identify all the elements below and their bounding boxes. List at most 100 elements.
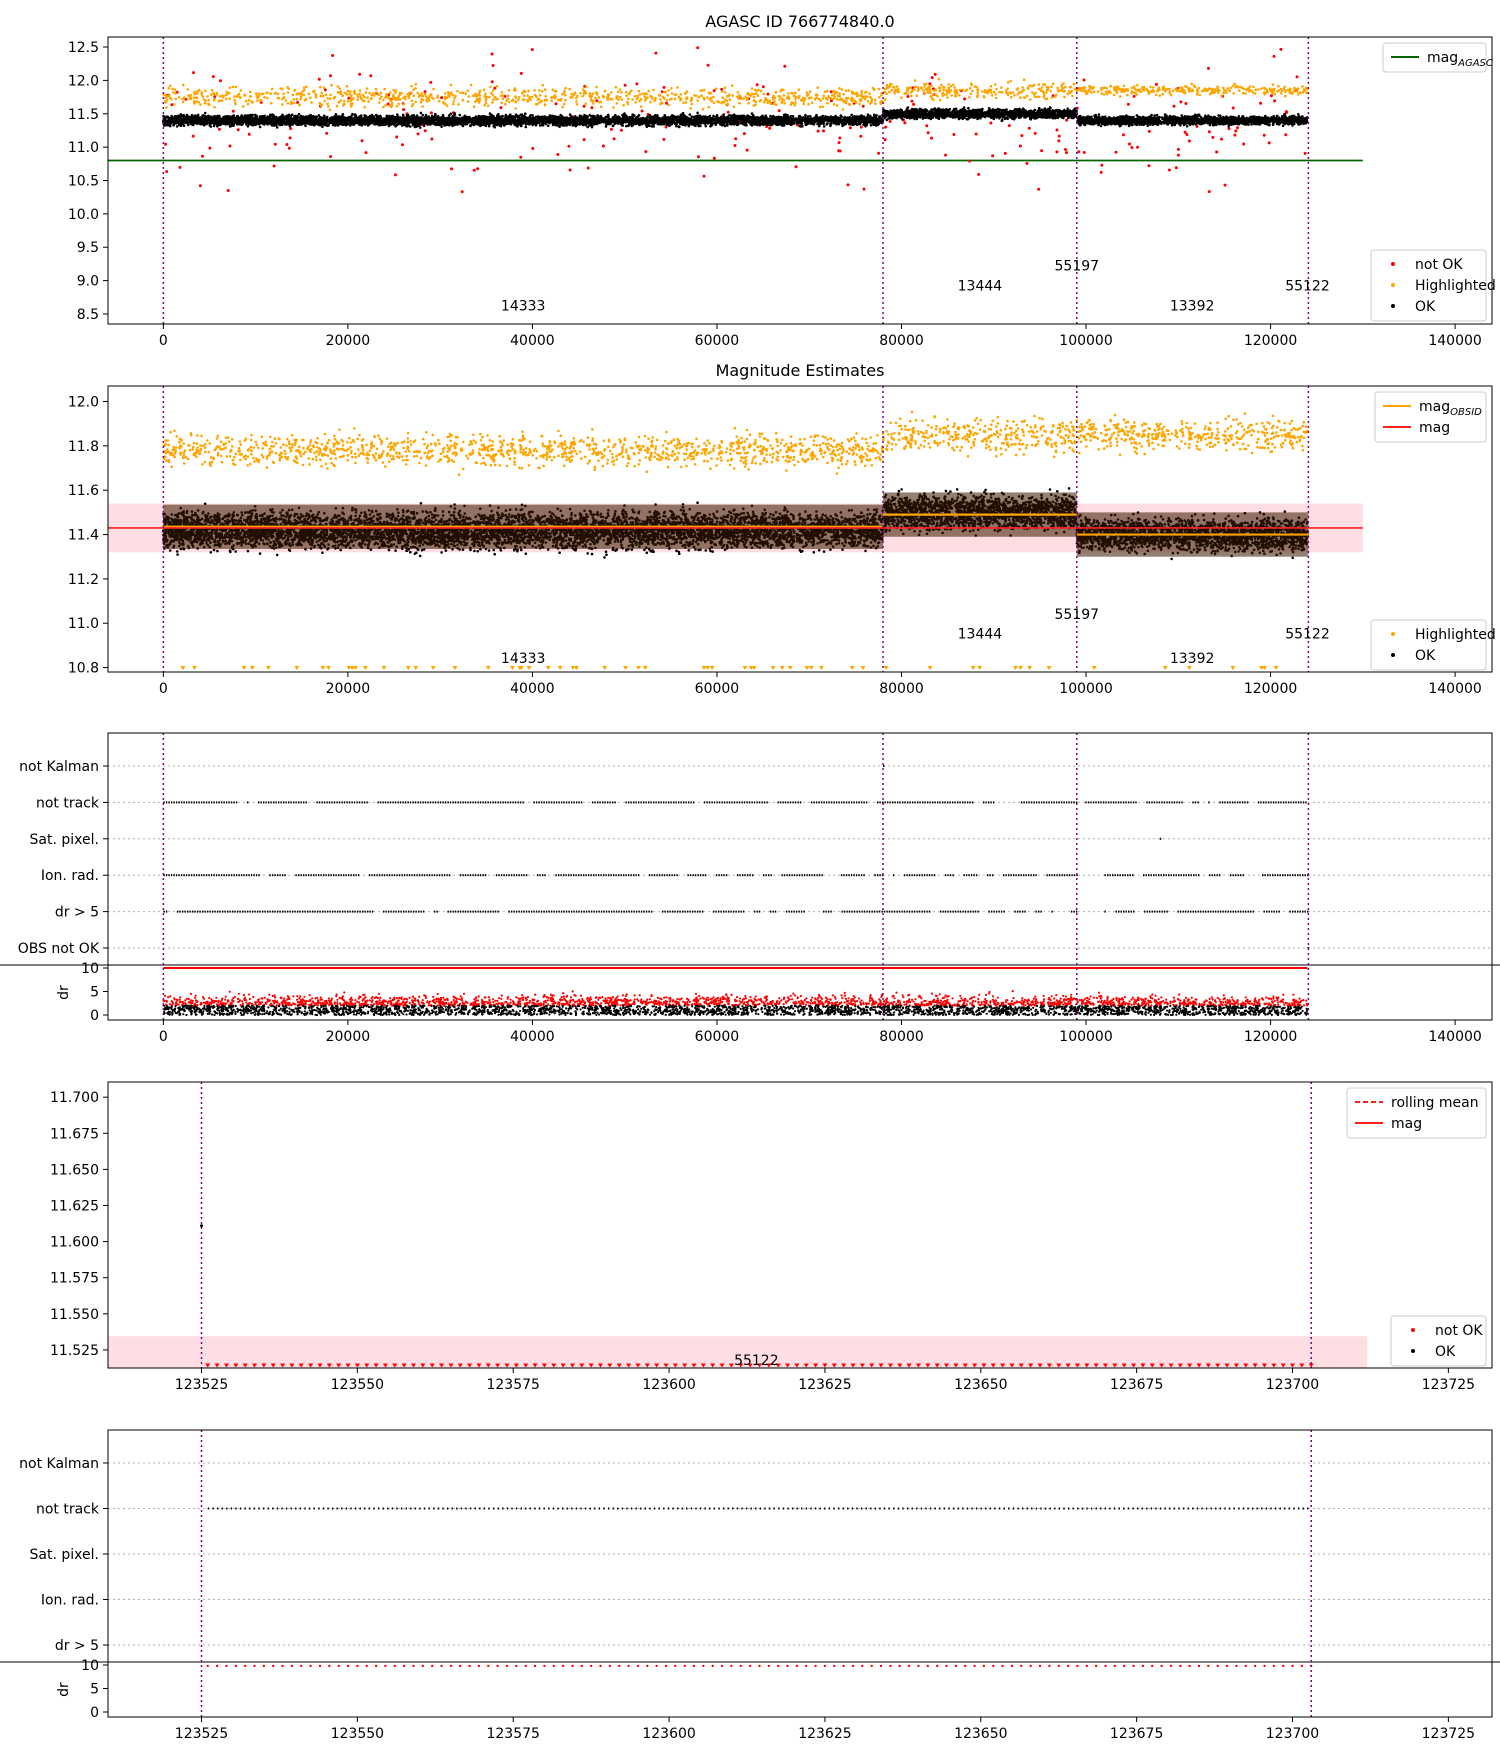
point-highlighted xyxy=(499,94,503,97)
point-highlighted xyxy=(1149,90,1152,94)
point-highlighted xyxy=(895,85,899,88)
point-highlighted xyxy=(1100,92,1104,95)
point-highlighted xyxy=(600,105,603,109)
point-highlighted xyxy=(378,97,382,100)
point-highlighted xyxy=(511,98,515,102)
point-not-ok xyxy=(1227,127,1231,131)
point-highlighted xyxy=(432,97,435,101)
point-not-ok xyxy=(1057,134,1061,138)
point-highlighted xyxy=(1088,89,1091,93)
point-not-ok xyxy=(364,151,368,155)
point-highlighted xyxy=(410,99,414,102)
point-highlighted xyxy=(860,91,864,95)
point-highlighted xyxy=(956,91,959,95)
point-highlighted xyxy=(940,83,943,87)
point-highlighted xyxy=(714,87,718,91)
point-highlighted xyxy=(380,95,383,98)
point-highlighted xyxy=(265,96,269,100)
point-not-ok xyxy=(1147,164,1151,168)
point-not-ok xyxy=(211,75,215,79)
point-highlighted xyxy=(919,86,923,89)
point-not-ok xyxy=(1211,135,1215,139)
point-highlighted xyxy=(270,101,273,105)
point-highlighted xyxy=(417,95,421,98)
point-highlighted xyxy=(1136,84,1139,87)
point-highlighted xyxy=(639,105,643,108)
point-highlighted xyxy=(782,88,785,92)
point-not-ok xyxy=(1167,168,1171,172)
point-not-ok xyxy=(165,170,169,173)
point-not-ok xyxy=(859,134,863,138)
point-highlighted xyxy=(310,101,313,104)
point-highlighted xyxy=(647,89,650,93)
point-not-ok xyxy=(1279,47,1283,51)
point-highlighted xyxy=(192,100,196,103)
point-highlighted xyxy=(679,97,682,100)
point-not-ok xyxy=(925,124,929,128)
point-highlighted xyxy=(384,96,387,99)
point-highlighted xyxy=(404,97,407,101)
point-not-ok xyxy=(963,97,967,101)
point-highlighted xyxy=(847,89,851,92)
point-highlighted xyxy=(295,97,299,101)
point-highlighted xyxy=(725,99,729,103)
point-highlighted xyxy=(478,97,482,100)
point-highlighted xyxy=(866,95,869,98)
point-highlighted xyxy=(1182,91,1186,94)
point-highlighted xyxy=(333,95,337,99)
point-highlighted xyxy=(1277,84,1280,88)
point-not-ok xyxy=(848,126,852,130)
point-highlighted xyxy=(484,92,487,96)
point-highlighted xyxy=(1104,90,1108,94)
point-not-ok xyxy=(662,85,666,89)
point-highlighted xyxy=(452,100,456,103)
point-not-ok xyxy=(665,101,668,105)
point-highlighted xyxy=(410,84,413,88)
point-highlighted xyxy=(819,99,823,102)
point-highlighted xyxy=(885,92,888,96)
point-highlighted xyxy=(835,104,839,107)
point-highlighted xyxy=(588,92,591,96)
point-highlighted xyxy=(235,95,239,98)
point-not-ok xyxy=(1184,102,1188,105)
point-highlighted xyxy=(961,88,965,92)
point-highlighted xyxy=(1045,88,1049,92)
point-highlighted xyxy=(880,99,884,103)
point-highlighted xyxy=(197,101,200,104)
point-highlighted xyxy=(1288,87,1292,91)
point-highlighted xyxy=(500,91,504,94)
point-highlighted xyxy=(1092,86,1095,89)
point-highlighted xyxy=(561,105,564,109)
point-highlighted xyxy=(259,98,262,102)
point-not-ok xyxy=(1284,133,1288,137)
point-highlighted xyxy=(654,96,657,100)
point-highlighted xyxy=(199,103,202,106)
point-highlighted xyxy=(1126,93,1129,97)
point-highlighted xyxy=(269,92,273,95)
point-highlighted xyxy=(624,90,628,94)
point-highlighted xyxy=(906,89,910,92)
point-highlighted xyxy=(305,85,308,89)
point-highlighted xyxy=(673,97,677,101)
point-highlighted xyxy=(442,101,445,105)
point-highlighted xyxy=(350,97,353,101)
point-highlighted xyxy=(378,101,381,104)
point-highlighted xyxy=(821,97,825,100)
p1-ytick-label: 8.5 xyxy=(77,307,99,323)
point-highlighted xyxy=(1011,91,1015,94)
point-not-ok xyxy=(1020,134,1024,138)
point-highlighted xyxy=(206,95,209,98)
point-highlighted xyxy=(193,90,196,94)
point-highlighted xyxy=(164,93,167,97)
point-highlighted xyxy=(670,92,674,95)
point-highlighted xyxy=(536,98,540,101)
point-not-ok xyxy=(861,104,865,108)
point-highlighted xyxy=(543,103,547,107)
p1-ytick-label: 12.0 xyxy=(68,73,99,89)
point-highlighted xyxy=(1145,87,1148,91)
point-not-ok xyxy=(712,156,716,160)
point-highlighted xyxy=(1042,91,1045,95)
point-highlighted xyxy=(1070,89,1073,93)
point-highlighted xyxy=(594,96,597,100)
point-highlighted xyxy=(752,99,756,102)
